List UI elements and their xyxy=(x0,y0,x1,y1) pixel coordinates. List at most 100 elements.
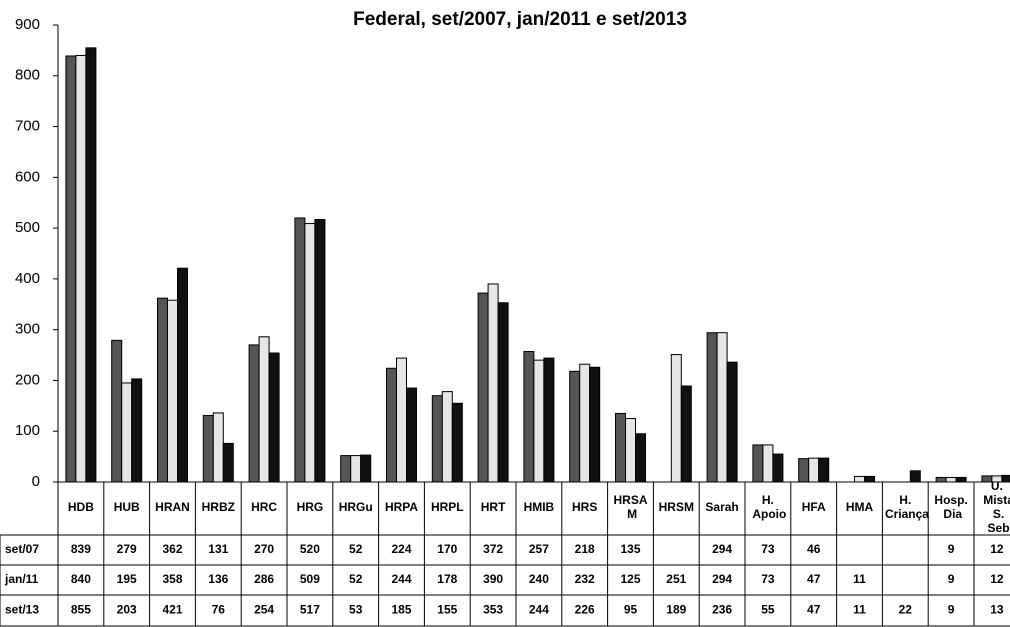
bar xyxy=(268,352,280,483)
bar xyxy=(543,357,555,483)
table-value: 189 xyxy=(666,603,686,617)
table-value: 232 xyxy=(575,572,595,586)
bar xyxy=(360,454,372,483)
x-tick-label: HMA xyxy=(846,500,874,514)
x-tick-label: H. Criança xyxy=(882,493,930,521)
table-value: 224 xyxy=(391,542,411,556)
y-tick-label: 700 xyxy=(15,118,40,135)
x-tick-label: U. Mista S. Seb xyxy=(980,479,1010,535)
table-value: 257 xyxy=(529,542,549,556)
bar xyxy=(477,292,489,483)
bar xyxy=(716,332,728,483)
bar xyxy=(1001,474,1010,483)
bar xyxy=(487,283,499,483)
table-value: 22 xyxy=(899,603,913,617)
x-tick-label: HRPA xyxy=(385,500,418,514)
table-value: 240 xyxy=(529,572,549,586)
bar xyxy=(726,361,738,483)
table-value: 52 xyxy=(349,572,363,586)
bar xyxy=(945,476,957,483)
table-value: 12 xyxy=(990,572,1004,586)
x-tick-label: HRGu xyxy=(339,500,373,514)
table-value: 218 xyxy=(575,542,595,556)
table-value: 244 xyxy=(391,572,411,586)
table-value: 125 xyxy=(620,572,640,586)
bar xyxy=(350,455,362,483)
bar xyxy=(75,54,87,483)
x-tick-label: HRT xyxy=(481,500,506,514)
table-value: 155 xyxy=(437,603,457,617)
bar xyxy=(167,299,178,483)
table-value: 236 xyxy=(712,603,732,617)
table-value: 76 xyxy=(212,603,226,617)
bar xyxy=(177,267,188,483)
table-value: 178 xyxy=(437,572,457,586)
bar xyxy=(808,457,820,483)
y-tick-label: 400 xyxy=(15,270,40,287)
bar xyxy=(431,395,443,483)
bar xyxy=(752,444,764,483)
bar xyxy=(981,475,993,483)
bar xyxy=(248,344,260,483)
bar xyxy=(212,412,224,483)
bar xyxy=(864,475,875,483)
table-value: 195 xyxy=(117,572,137,586)
bar xyxy=(294,217,306,483)
bar xyxy=(396,357,407,483)
bar xyxy=(202,414,214,483)
x-tick-label: HFA xyxy=(802,500,826,514)
table-value: 11 xyxy=(853,603,866,617)
bar xyxy=(579,363,591,483)
y-tick-label: 300 xyxy=(15,321,40,338)
table-value: 520 xyxy=(300,542,320,556)
table-value: 358 xyxy=(162,572,182,586)
x-tick-label: HRS xyxy=(572,500,597,514)
table-value: 390 xyxy=(483,572,503,586)
legend-label: set/07 xyxy=(5,542,39,556)
table-value: 362 xyxy=(162,542,182,556)
bar xyxy=(314,218,326,483)
table-value: 855 xyxy=(71,603,91,617)
legend-label: jan/11 xyxy=(4,572,39,586)
bar xyxy=(497,302,509,483)
bar xyxy=(131,378,143,483)
x-tick-label: HRC xyxy=(251,500,277,514)
bar xyxy=(818,457,830,483)
table-value: 294 xyxy=(712,572,732,586)
bar xyxy=(441,391,453,483)
table-value: 131 xyxy=(208,542,228,556)
table-value: 52 xyxy=(349,542,363,556)
y-tick-label: 100 xyxy=(15,422,40,439)
table-value: 9 xyxy=(948,603,955,617)
table-value: 517 xyxy=(300,603,320,617)
table-value: 13 xyxy=(990,603,1004,617)
bar xyxy=(258,336,270,483)
table-value: 55 xyxy=(761,603,775,617)
table-value: 509 xyxy=(300,572,320,586)
table-value: 244 xyxy=(529,603,549,617)
x-tick-label: HRSM xyxy=(659,500,694,514)
table-value: 254 xyxy=(254,603,274,617)
bar xyxy=(625,418,636,483)
table-value: 353 xyxy=(483,603,503,617)
bar xyxy=(157,297,168,483)
bar xyxy=(615,412,626,483)
y-tick-label: 200 xyxy=(15,371,40,388)
bar xyxy=(798,458,810,483)
bar xyxy=(706,332,718,483)
bar xyxy=(85,47,97,483)
x-tick-label: HRG xyxy=(297,500,324,514)
y-tick-label: 600 xyxy=(15,168,40,185)
table-value: 11 xyxy=(853,572,866,586)
table-value: 9 xyxy=(948,572,955,586)
bar xyxy=(854,475,865,483)
x-tick-label: Hosp. Dia xyxy=(934,493,967,521)
table-value: 9 xyxy=(948,542,955,556)
bar xyxy=(635,433,646,483)
x-tick-label: HRSA M xyxy=(613,493,647,521)
bar xyxy=(589,366,601,483)
bar xyxy=(406,387,417,483)
x-tick-label: HDB xyxy=(68,500,94,514)
bar xyxy=(304,223,316,483)
table-value: 294 xyxy=(712,542,732,556)
